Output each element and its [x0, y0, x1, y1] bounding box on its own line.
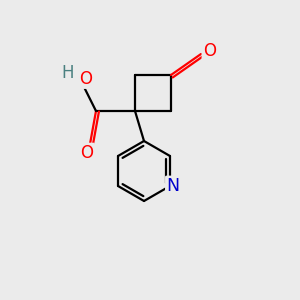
Text: H: H — [61, 64, 74, 82]
Text: O: O — [80, 144, 94, 162]
Text: O: O — [79, 70, 92, 88]
Text: O: O — [203, 42, 216, 60]
Text: N: N — [167, 177, 179, 195]
